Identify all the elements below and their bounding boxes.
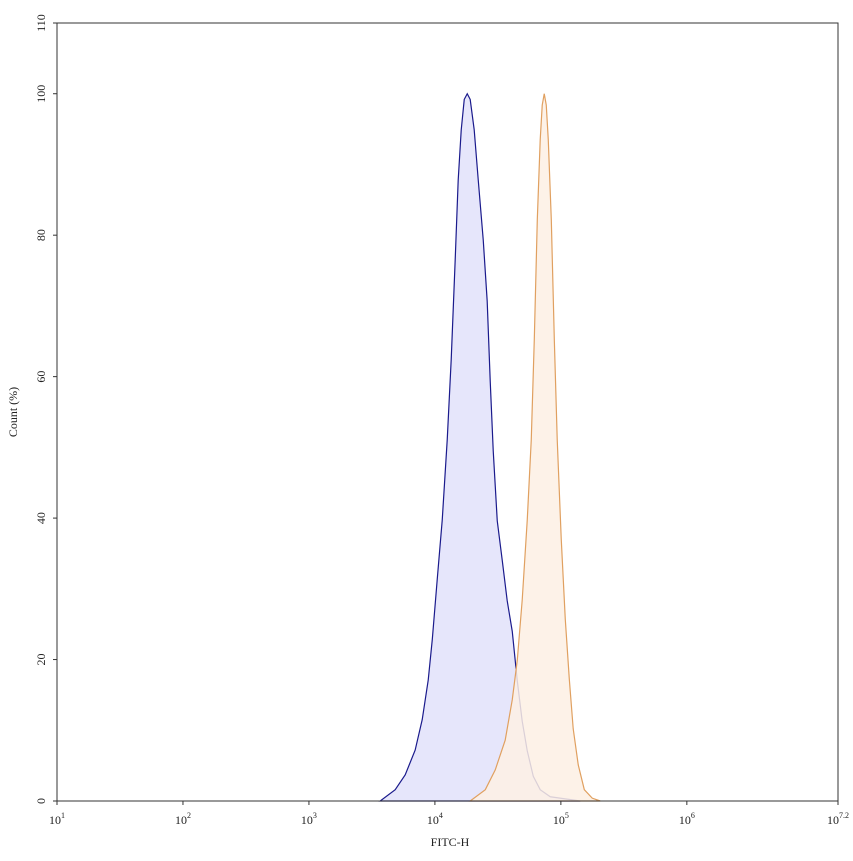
x-tick-base: 10 [301,813,313,827]
x-tick-label: 103 [301,811,317,827]
x-tick-base: 10 [827,813,839,827]
x-tick-exponent: 1 [61,811,65,820]
x-tick-base: 10 [679,813,691,827]
y-tick-label: 40 [34,512,48,524]
x-tick-base: 10 [175,813,187,827]
y-tick-label: 20 [34,654,48,666]
x-tick-base: 10 [427,813,439,827]
y-tick-label: 80 [34,229,48,241]
y-tick-label: 110 [34,14,48,32]
plot-frame [56,22,839,802]
x-tick-label: 107.2 [827,811,849,827]
x-tick-label: 106 [679,811,695,827]
y-axis-label: Count (%) [6,387,20,437]
x-tick-exponent: 2 [187,811,191,820]
x-tick-label: 101 [49,811,65,827]
x-tick-exponent: 4 [439,811,443,820]
x-tick-label: 104 [427,811,443,827]
x-tick-exponent: 3 [313,811,317,820]
x-tick-base: 10 [49,813,61,827]
x-tick-base: 10 [553,813,565,827]
y-tick-label: 60 [34,371,48,383]
y-tick-label: 0 [34,798,48,804]
x-tick-label: 102 [175,811,191,827]
x-tick-exponent: 6 [691,811,695,820]
x-tick-exponent: 5 [565,811,569,820]
x-tick-exponent: 7.2 [839,811,849,820]
x-tick-label: 105 [553,811,569,827]
histogram-area [468,93,601,802]
y-tick-label: 100 [34,85,48,103]
x-axis-label: FITC-H [431,835,470,849]
